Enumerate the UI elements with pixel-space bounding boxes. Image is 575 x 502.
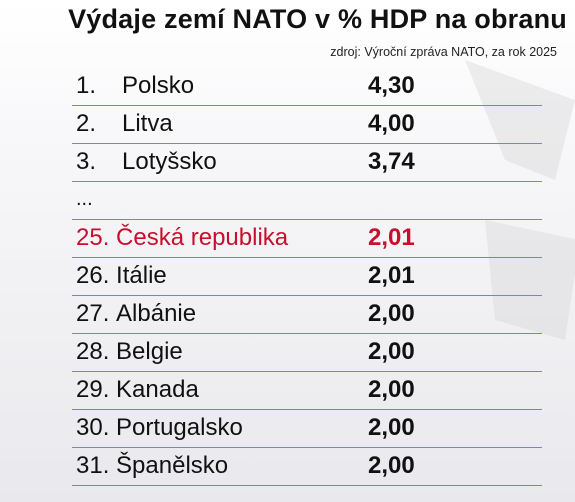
rank-name-cell: 3. Lotyšsko bbox=[76, 148, 217, 176]
rank-label: 26. bbox=[76, 262, 110, 289]
ranking-table: 1. Polsko 4,30 2. Litva 4,00 3. Lotyšsko 3,… bbox=[72, 68, 542, 486]
country-label: Lotyšsko bbox=[122, 148, 217, 175]
rank-label: 25. bbox=[76, 224, 110, 251]
value-label: 2,00 bbox=[368, 338, 415, 365]
rank-name-cell: ... bbox=[76, 188, 93, 211]
rank-label: 28. bbox=[76, 338, 110, 365]
rank-label: 27. bbox=[76, 300, 110, 327]
rank-name-cell: 28. Belgie bbox=[76, 338, 183, 366]
table-row-highlight: 25. Česká republika 2,01 bbox=[72, 220, 542, 258]
rank-name-cell: 30. Portugalsko bbox=[76, 414, 243, 442]
rank-name-cell: 26. Itálie bbox=[76, 262, 167, 290]
rank-label: 3. bbox=[76, 148, 97, 175]
country-label: Portugalsko bbox=[116, 414, 243, 441]
value-label: 4,00 bbox=[368, 110, 415, 137]
rank-name-cell: 29. Kanada bbox=[76, 376, 199, 404]
source-note: zdroj: Výroční zpráva NATO, za rok 2025 bbox=[330, 45, 557, 59]
rank-name-cell: 1. Polsko bbox=[76, 72, 194, 100]
rank-name-cell: 27. Albánie bbox=[76, 300, 196, 328]
table-row-ellipsis: ... bbox=[72, 182, 542, 220]
rank-label: 30. bbox=[76, 414, 110, 441]
value-label: 2,00 bbox=[368, 300, 415, 327]
table-row: 31. Španělsko 2,00 bbox=[72, 448, 542, 486]
rank-name-cell: 25. Česká republika bbox=[76, 224, 288, 252]
country-label: Albánie bbox=[116, 300, 197, 327]
table-row: 28. Belgie 2,00 bbox=[72, 334, 542, 372]
value-label: 2,01 bbox=[368, 224, 415, 251]
value-label: 2,00 bbox=[368, 376, 415, 403]
rank-name-cell: 31. Španělsko bbox=[76, 452, 228, 480]
value-label: 4,30 bbox=[368, 72, 415, 99]
country-label: Litva bbox=[122, 110, 173, 137]
value-label: 2,00 bbox=[368, 452, 415, 479]
table-row: 1. Polsko 4,30 bbox=[72, 68, 542, 106]
table-row: 2. Litva 4,00 bbox=[72, 106, 542, 144]
rank-name-cell: 2. Litva bbox=[76, 110, 173, 138]
table-row: 26. Itálie 2,01 bbox=[72, 258, 542, 296]
country-label: Belgie bbox=[116, 338, 183, 365]
table-row: 3. Lotyšsko 3,74 bbox=[72, 144, 542, 182]
rank-label: 2. bbox=[76, 110, 97, 137]
value-label: 2,00 bbox=[368, 414, 415, 441]
value-label: 2,01 bbox=[368, 262, 415, 289]
value-label: 3,74 bbox=[368, 148, 415, 175]
rank-label: 29. bbox=[76, 376, 110, 403]
rank-label: 31. bbox=[76, 452, 110, 479]
table-row: 30. Portugalsko 2,00 bbox=[72, 410, 542, 448]
country-label: Polsko bbox=[122, 72, 195, 99]
country-label: Kanada bbox=[116, 376, 199, 403]
country-label: Itálie bbox=[116, 262, 167, 289]
table-row: 29. Kanada 2,00 bbox=[72, 372, 542, 410]
table-row: 27. Albánie 2,00 bbox=[72, 296, 542, 334]
rank-label: ... bbox=[76, 188, 93, 210]
country-label: Česká republika bbox=[116, 224, 289, 251]
rank-label: 1. bbox=[76, 72, 97, 99]
country-label: Španělsko bbox=[116, 452, 229, 479]
background-decoration bbox=[465, 60, 575, 340]
chart-title: Výdaje zemí NATO v % HDP na obranu bbox=[68, 4, 567, 34]
